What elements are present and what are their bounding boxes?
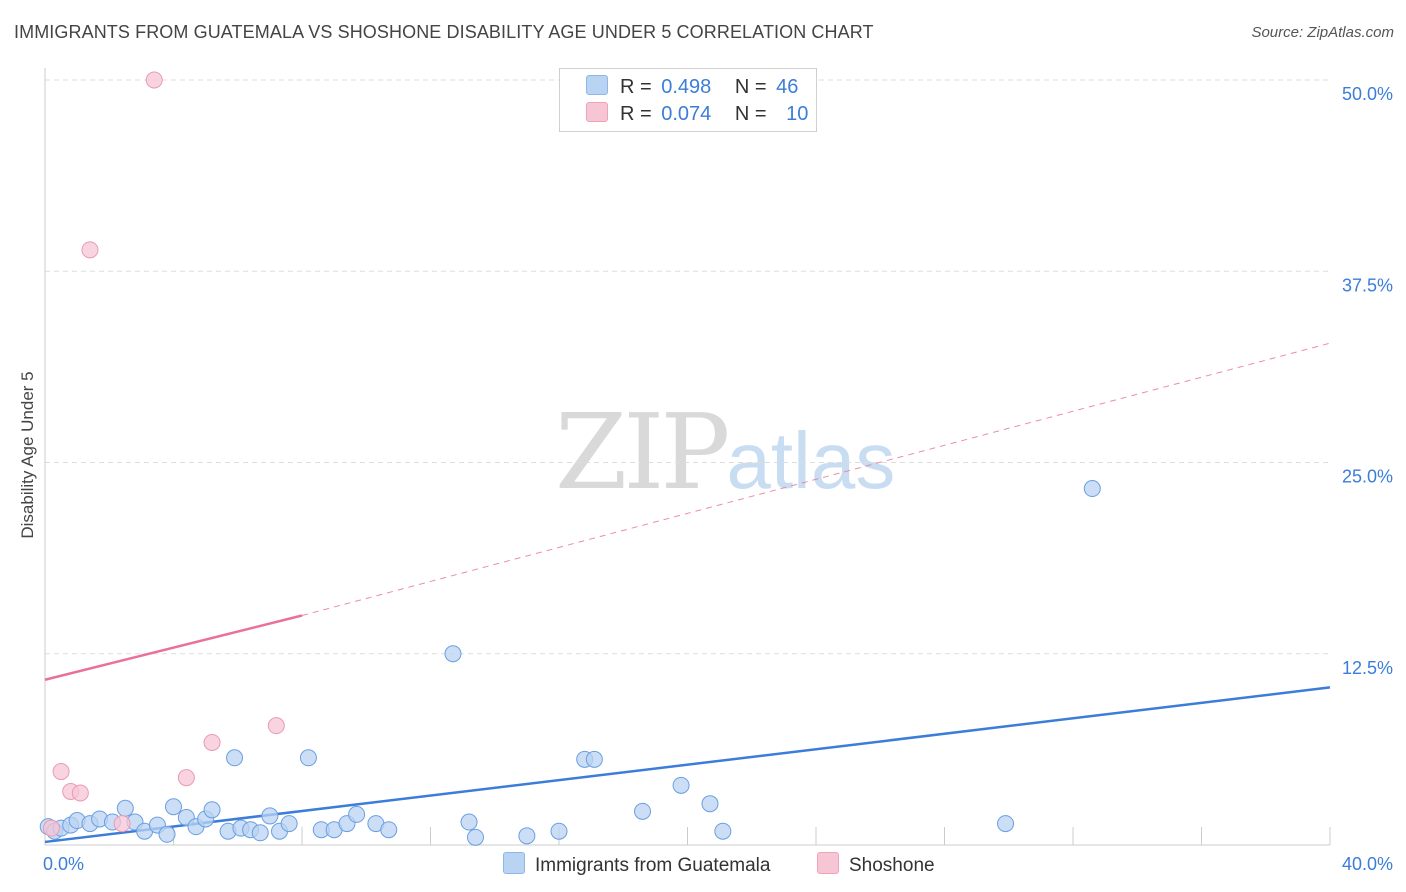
point-shoshone	[71, 784, 89, 802]
legend-row-guatemala: R = 0.498 N = 46	[586, 75, 798, 99]
point-guatemala	[165, 798, 182, 816]
y-tick-label: 12.5%	[1342, 658, 1393, 678]
point-guatemala	[203, 801, 221, 819]
watermark-zip: ZIP	[555, 391, 730, 513]
point-guatemala	[348, 805, 366, 823]
point-guatemala	[701, 795, 719, 813]
point-guatemala	[550, 822, 568, 840]
legend-label: Immigrants from Guatemala	[535, 855, 771, 876]
legend-r-value: 0.074	[661, 103, 712, 125]
legend-row-shoshone: R = 0.074 N = 10	[586, 102, 808, 126]
point-guatemala	[585, 750, 603, 768]
x-tick-label: 0.0%	[43, 854, 84, 874]
chart-title: IMMIGRANTS FROM GUATEMALA VS SHOSHONE DI…	[14, 22, 874, 42]
series-legend: Immigrants from Guatemala Shoshone	[0, 852, 1406, 878]
point-shoshone	[81, 241, 99, 259]
legend-n-value: 46	[776, 76, 799, 98]
point-guatemala	[299, 749, 317, 767]
point-guatemala	[158, 825, 176, 843]
watermark: ZIPatlas	[555, 400, 895, 505]
legend-n-label: N =	[734, 103, 767, 125]
x-tick-label: 40.0%	[1342, 854, 1393, 874]
legend-r-value: 0.498	[661, 76, 712, 98]
point-shoshone	[52, 763, 70, 781]
legend-item-shoshone: Shoshone	[817, 852, 935, 877]
point-guatemala	[261, 807, 279, 825]
point-shoshone	[145, 71, 163, 89]
legend-n-label: N =	[734, 76, 767, 98]
point-guatemala	[672, 776, 690, 794]
source-label: Source: ZipAtlas.com	[1251, 24, 1394, 41]
point-shoshone	[267, 717, 285, 735]
point-guatemala	[518, 827, 536, 845]
point-guatemala	[714, 822, 732, 840]
y-tick-label: 25.0%	[1342, 467, 1393, 487]
legend-r-label: R =	[620, 103, 652, 125]
watermark-atlas: atlas	[726, 416, 896, 505]
legend-swatch-blue	[586, 75, 608, 95]
point-shoshone	[177, 769, 195, 787]
point-guatemala	[1083, 480, 1101, 498]
point-shoshone	[113, 815, 131, 833]
point-guatemala	[280, 815, 298, 833]
trendline-guatemala	[44, 686, 1331, 844]
legend-swatch-blue	[503, 852, 525, 874]
legend-n-value: 10	[786, 103, 809, 125]
legend-label: Shoshone	[849, 855, 935, 876]
legend-swatch-pink	[817, 852, 839, 874]
legend-swatch-pink	[586, 102, 608, 122]
point-guatemala	[997, 815, 1015, 833]
point-guatemala	[466, 828, 484, 846]
y-tick-label: 50.0%	[1342, 84, 1393, 104]
point-guatemala	[460, 813, 478, 831]
point-shoshone	[42, 819, 60, 837]
trendline-shoshone	[44, 614, 303, 681]
trendline-shoshone-extended	[301, 342, 1331, 616]
point-guatemala	[444, 645, 462, 663]
point-guatemala	[380, 821, 398, 839]
legend-r-label: R =	[620, 76, 652, 98]
y-tick-label: 37.5%	[1342, 275, 1393, 295]
point-guatemala	[116, 799, 134, 817]
point-guatemala	[634, 802, 652, 820]
point-shoshone	[203, 733, 221, 751]
stats-legend: R = 0.498 N = 46 R = 0.074 N = 10	[559, 68, 817, 132]
point-guatemala	[226, 749, 244, 767]
legend-item-guatemala: Immigrants from Guatemala	[503, 852, 770, 877]
point-guatemala	[251, 824, 269, 842]
